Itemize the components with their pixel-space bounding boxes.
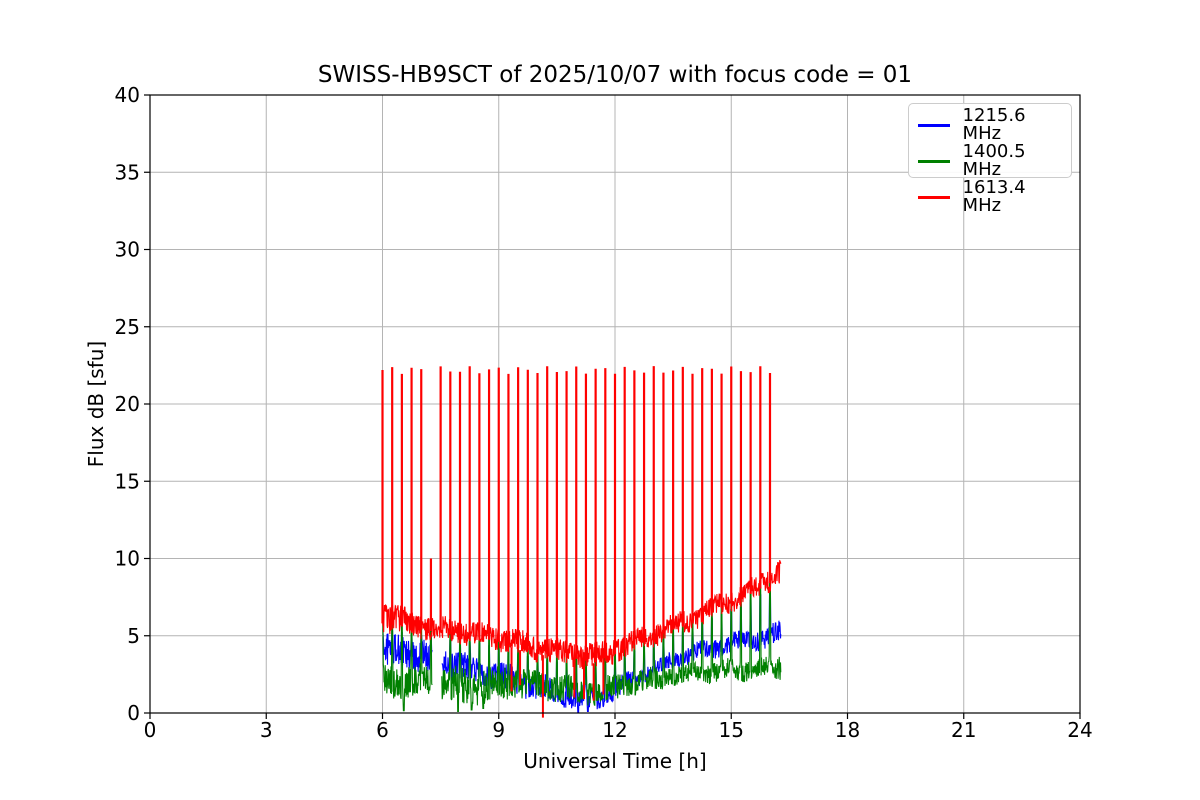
legend-item-1: 1400.5 MHz — [918, 143, 1062, 179]
y-tick-label-35: 35 — [115, 160, 140, 184]
x-tick-label-6: 6 — [376, 718, 389, 742]
legend-swatch-0 — [918, 123, 950, 127]
y-tick-label-5: 5 — [127, 624, 140, 648]
legend-label-1: 1400.5 MHz — [962, 141, 1026, 180]
chart-title: SWISS-HB9SCT of 2025/10/07 with focus co… — [317, 62, 913, 88]
x-tick-label-9: 9 — [492, 718, 505, 742]
series-line-2 — [381, 560, 782, 670]
x-tick-label-0: 0 — [144, 718, 157, 742]
y-tick-label-40: 40 — [115, 83, 140, 107]
y-tick-label-25: 25 — [115, 315, 140, 339]
y-tick-label-15: 15 — [115, 469, 140, 493]
x-tick-label-24: 24 — [1067, 718, 1092, 742]
series-line-1 — [382, 581, 782, 713]
x-tick-label-18: 18 — [835, 718, 860, 742]
legend: 1215.6 MHz 1400.5 MHz 1613.4 MHz — [908, 103, 1072, 215]
y-tick-label-0: 0 — [127, 701, 140, 725]
x-tick-label-21: 21 — [951, 718, 976, 742]
legend-label-0: 1215.6 MHz — [962, 105, 1026, 144]
y-tick-label-20: 20 — [115, 392, 140, 416]
x-tick-label-12: 12 — [602, 718, 627, 742]
y-tick-label-10: 10 — [115, 547, 140, 571]
x-tick-label-15: 15 — [719, 718, 744, 742]
legend-label-2: 1613.4 MHz — [962, 177, 1026, 216]
y-tick-label-30: 30 — [115, 238, 140, 262]
legend-swatch-1 — [918, 159, 950, 163]
x-tick-label-3: 3 — [260, 718, 273, 742]
legend-item-0: 1215.6 MHz — [918, 107, 1062, 143]
x-axis-label: Universal Time [h] — [523, 749, 707, 773]
legend-swatch-2 — [918, 195, 950, 199]
legend-item-2: 1613.4 MHz — [918, 179, 1062, 215]
